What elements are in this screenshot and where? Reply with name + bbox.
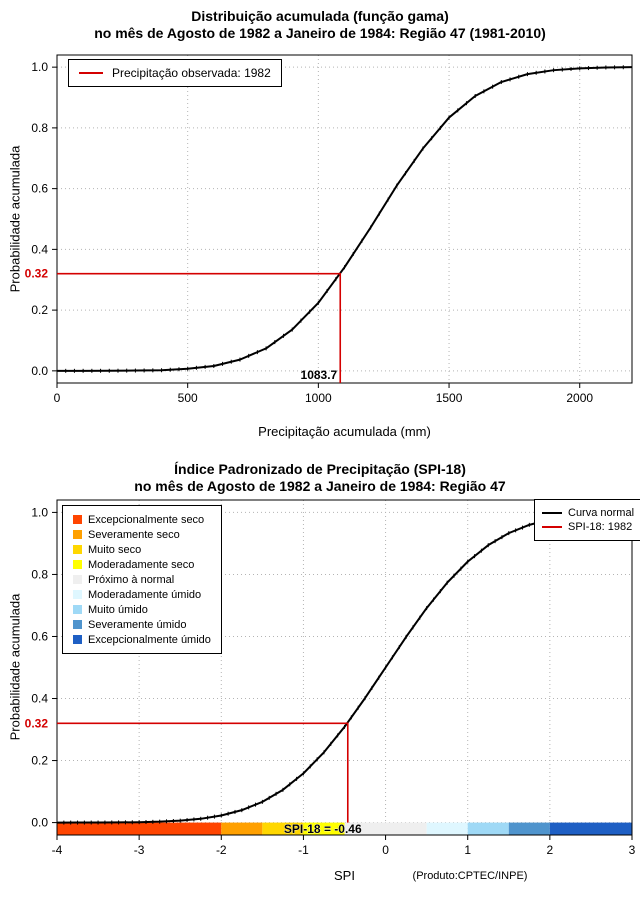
- x-tick-label: 1: [464, 843, 471, 857]
- gamma-distribution-chart: 0 500 1000 1500 2000 0.0 0.2 0.4 0.6 0.8 1.0 0.32 10…: [7, 8, 633, 439]
- chart-title: Índice Padronizado de Precipitação (SPI-…: [174, 461, 466, 477]
- legend-item: Muito seco: [73, 542, 211, 557]
- legend-item: Severamente seco: [73, 527, 211, 542]
- x-tick-label: -3: [134, 843, 145, 857]
- x-axis-label: Precipitação acumulada (mm): [258, 424, 431, 439]
- category-swatch: [73, 620, 82, 629]
- cdf-curve: [56, 66, 633, 372]
- x-tick-label: 2: [547, 843, 554, 857]
- spi-colorbar-segment: [344, 822, 427, 835]
- chart-subtitle: no mês de Agosto de 1982 a Janeiro de 19…: [134, 478, 506, 494]
- spi-colorbar-segment: [303, 822, 345, 835]
- plot-border: [56, 54, 633, 384]
- spi-category-legend: Excepcionalmente seco Severamente seco M…: [62, 505, 222, 654]
- y-tick-label: 1.0: [31, 60, 48, 74]
- legend-item: Excepcionalmente seco: [73, 512, 211, 527]
- curve-legend: Curva normal SPI-18: 1982: [534, 499, 640, 541]
- x-tick-label: -4: [52, 843, 63, 857]
- category-label: Moderadamente seco: [88, 558, 195, 571]
- category-label: Muito seco: [88, 543, 142, 556]
- category-swatch: [73, 530, 82, 539]
- spi-annotation: SPI-18 = -0.46: [284, 822, 362, 836]
- category-swatch: [73, 545, 82, 554]
- x-tick-label: 2000: [566, 391, 593, 405]
- black-line-sample: [542, 512, 562, 514]
- reference-x-label: 1083.7: [301, 368, 338, 382]
- category-label: Excepcionalmente úmido: [88, 633, 211, 646]
- y-tick-label: 0.8: [31, 121, 48, 135]
- legend-item: Próximo à normal: [73, 572, 211, 587]
- category-label: Severamente seco: [88, 528, 180, 541]
- category-swatch: [73, 635, 82, 644]
- legend-item: Moderadamente seco: [73, 557, 211, 572]
- chart-title: Distribuição acumulada (função gama): [191, 8, 449, 24]
- x-tick-label: 0: [54, 391, 61, 405]
- x-axis-label: SPI: [334, 868, 355, 883]
- y-tick-label: 1.0: [31, 505, 48, 519]
- product-credit: (Produto:CPTEC/INPE): [412, 870, 528, 882]
- legend-label: Precipitação observada: 1982: [112, 66, 271, 80]
- legend-item: Excepcionalmente úmido: [73, 632, 211, 647]
- legend-label: SPI-18: 1982: [568, 521, 633, 533]
- spi-colorbar-segment: [508, 822, 550, 835]
- category-swatch: [73, 560, 82, 569]
- y-tick-label: 0.4: [31, 242, 48, 256]
- reference-y-label: 0.32: [25, 716, 49, 730]
- x-tick-label: 1500: [436, 391, 463, 405]
- category-label: Muito úmido: [88, 603, 148, 616]
- category-swatch: [73, 590, 82, 599]
- spi-colorbar-segment: [57, 822, 222, 835]
- legend-item: Severamente úmido: [73, 617, 211, 632]
- y-tick-label: 0.2: [31, 303, 48, 317]
- reference-line: [57, 272, 342, 383]
- x-tick-label: 1000: [305, 391, 332, 405]
- spi-chart: -4 -3 -2 -1 0 1 2 3 0.0 0.2 0.4 0.6 0.8 1.0 0.32 SPI-18…: [0, 455, 640, 900]
- y-tick-label: 0.6: [31, 629, 48, 643]
- y-axis-label: Probabilidade acumulada: [7, 593, 23, 741]
- category-label: Moderadamente úmido: [88, 588, 202, 601]
- y-tick-label: 0.8: [31, 567, 48, 581]
- y-tick-label: 0.4: [31, 692, 48, 706]
- legend-label: Curva normal: [568, 507, 635, 519]
- y-axis-label: Probabilidade acumulada: [7, 145, 23, 293]
- category-label: Excepcionalmente seco: [88, 513, 205, 526]
- x-tick-label: 500: [178, 391, 198, 405]
- reference-y-label: 0.32: [25, 267, 49, 281]
- legend-item: SPI-18: 1982: [542, 521, 639, 533]
- y-tick-label: 0.0: [31, 816, 48, 830]
- y-tick-label: 0.0: [31, 364, 48, 378]
- red-line-sample: [542, 526, 562, 528]
- spi-colorbar-segment: [549, 822, 632, 835]
- legend-item: Curva normal: [542, 507, 639, 519]
- category-swatch: [73, 575, 82, 584]
- x-tick-label: 3: [629, 843, 636, 857]
- reference-line: [57, 722, 349, 823]
- y-tick-label: 0.2: [31, 754, 48, 768]
- x-tick-label: -1: [298, 843, 309, 857]
- category-swatch: [73, 605, 82, 614]
- legend-item: Moderadamente úmido: [73, 587, 211, 602]
- category-label: Severamente úmido: [88, 618, 187, 631]
- gamma-cdf-plot: 0 500 1000 1500 2000 0.0 0.2 0.4 0.6 0.8 1.0 0.32 10…: [25, 54, 633, 405]
- y-tick-label: 0.6: [31, 182, 48, 196]
- x-tick-label: 0: [382, 843, 389, 857]
- spi-colorbar-segment: [221, 822, 263, 835]
- x-tick-label: -2: [216, 843, 227, 857]
- legend-item: Muito úmido: [73, 602, 211, 617]
- spi-colorbar-segment: [262, 822, 304, 835]
- observed-precip-legend: Precipitação observada: 1982: [68, 59, 282, 87]
- category-swatch: [73, 515, 82, 524]
- chart-subtitle: no mês de Agosto de 1982 a Janeiro de 19…: [94, 25, 546, 41]
- spi-colorbar-segment: [426, 822, 468, 835]
- spi-colorbar-segment: [467, 822, 509, 835]
- category-label: Próximo à normal: [88, 573, 175, 586]
- plot-border: [56, 499, 633, 836]
- red-line-sample: [79, 72, 103, 74]
